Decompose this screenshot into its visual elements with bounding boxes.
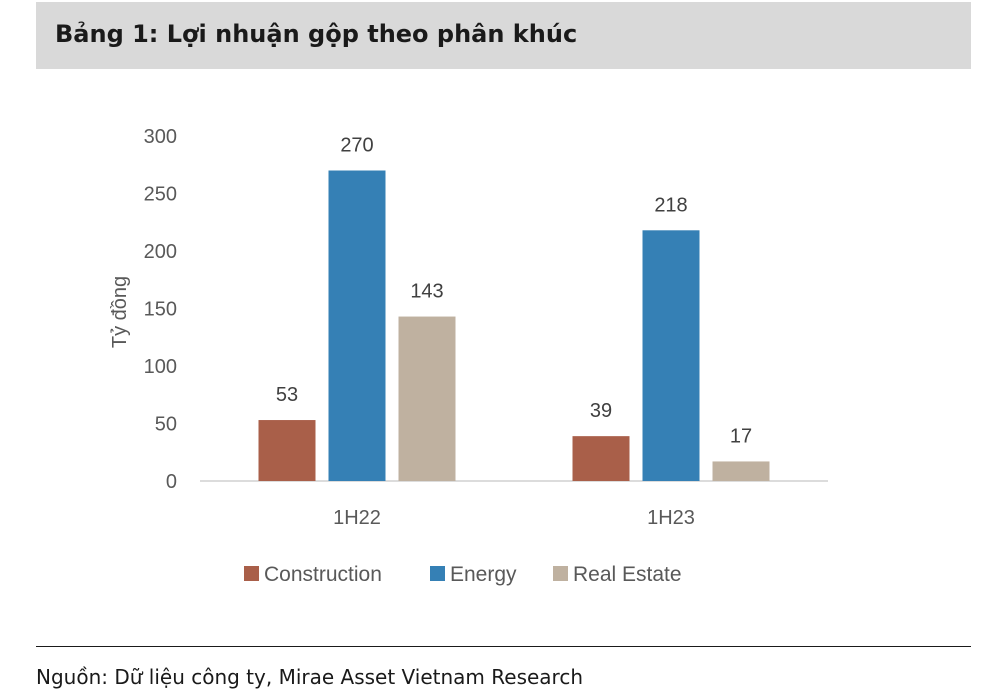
legend-label: Construction (264, 563, 382, 586)
source-note: Nguồn: Dữ liệu công ty, Mirae Asset Viet… (36, 665, 584, 689)
bar-energy-1h22 (328, 170, 386, 481)
y-tick-label: 100 (144, 356, 177, 378)
y-tick-label: 300 (144, 126, 177, 148)
data-label: 218 (654, 194, 687, 216)
bar-energy-1h23 (642, 230, 700, 481)
bars: 53 270 143 39 218 17 (258, 135, 770, 481)
y-tick-label: 50 (155, 414, 177, 436)
y-axis-ticks: 0 50 100 150 200 250 300 (144, 126, 177, 493)
x-category-label: 1H23 (647, 507, 695, 529)
legend-label: Energy (450, 563, 517, 586)
y-tick-label: 200 (144, 241, 177, 263)
legend-swatch (430, 566, 445, 581)
bar-construction-1h23 (572, 436, 630, 481)
title-bar: Bảng 1: Lợi nhuận gộp theo phân khúc (36, 2, 971, 69)
data-label: 143 (410, 281, 443, 303)
x-axis-categories: 1H22 1H23 (333, 507, 695, 529)
footer-divider (36, 646, 971, 647)
legend-swatch (244, 566, 259, 581)
bar-real-estate-1h22 (398, 316, 456, 481)
legend-label: Real Estate (573, 563, 682, 586)
page-title: Bảng 1: Lợi nhuận gộp theo phân khúc (55, 20, 578, 48)
y-axis-label: Tỷ đồng (109, 276, 131, 348)
y-tick-label: 150 (144, 299, 177, 321)
data-label: 53 (276, 384, 298, 406)
data-label: 17 (730, 425, 752, 447)
y-tick-label: 250 (144, 184, 177, 206)
legend-swatch (553, 566, 568, 581)
x-category-label: 1H22 (333, 507, 381, 529)
y-tick-label: 0 (166, 471, 177, 493)
bar-real-estate-1h23 (712, 461, 770, 481)
bar-construction-1h22 (258, 420, 316, 481)
legend: Construction Energy Real Estate (244, 563, 682, 586)
data-label: 270 (340, 135, 373, 157)
data-label: 39 (590, 400, 612, 422)
